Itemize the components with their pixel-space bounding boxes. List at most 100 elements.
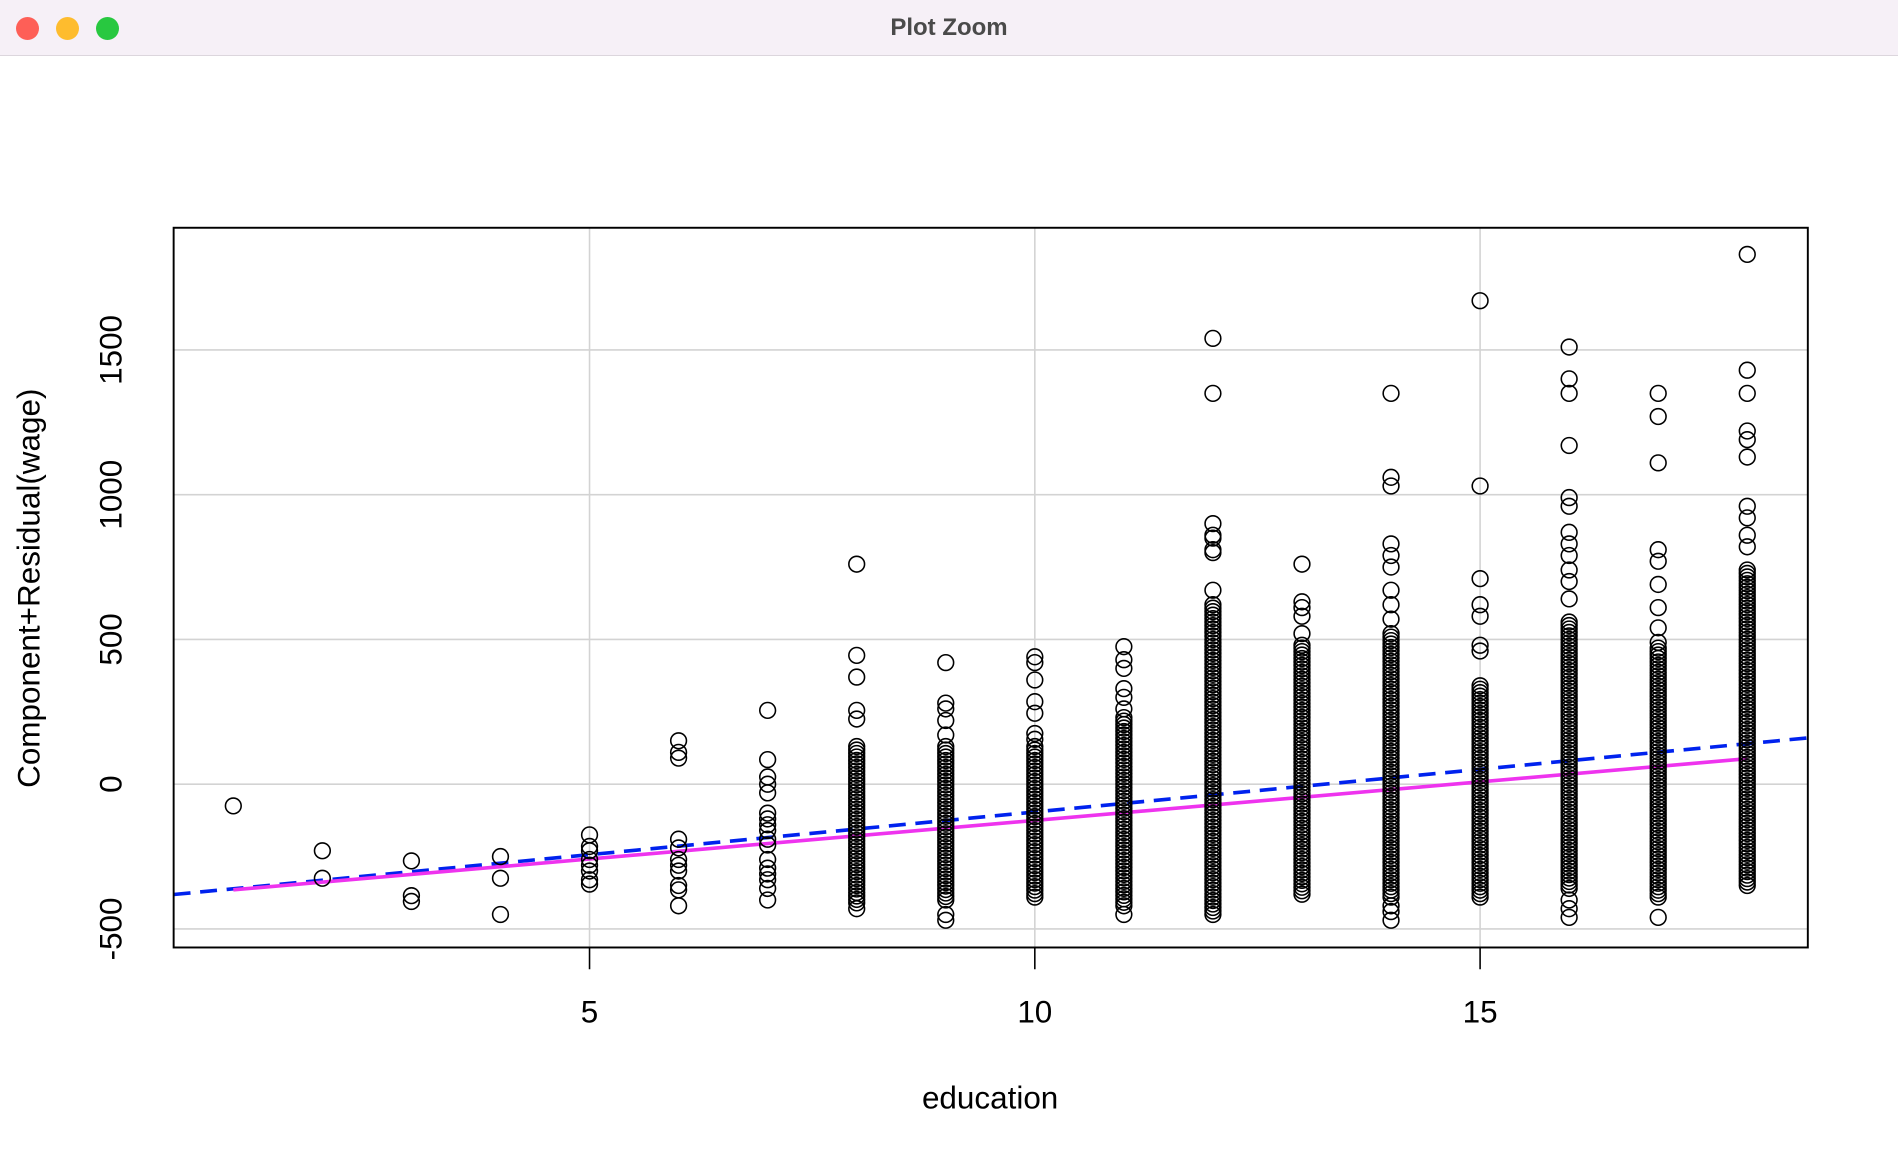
data-point [1560,497,1578,515]
data-point [669,749,688,767]
data-point [1738,509,1756,527]
data-point [1560,900,1578,918]
window-title: Plot Zoom [890,14,1008,41]
data-point [1738,431,1756,449]
data-point [1115,659,1133,678]
title-bar: Plot Zoom [0,0,1898,56]
data-point [669,856,688,874]
data-point [669,830,688,848]
data-point [1026,671,1044,689]
data-point [848,710,866,728]
data-point [848,646,866,665]
data-point [1560,338,1578,356]
x-tick-label: 15 [1463,994,1498,1029]
y-tick-label: 500 [94,613,129,665]
data-point [937,700,955,718]
data-point [580,862,599,880]
y-tick-label: 0 [94,775,129,792]
data-point [848,737,866,756]
data-point [1649,598,1667,617]
data-point [1382,610,1400,628]
data-point [1204,329,1222,348]
data-point [402,892,421,911]
data-point [491,869,510,887]
data-point [1026,724,1044,743]
data-point [669,839,688,857]
data-point [1382,625,1400,643]
zoom-button[interactable] [96,17,119,40]
close-button[interactable] [16,17,39,40]
data-point [758,830,777,848]
data-point [937,911,955,929]
data-point [580,850,599,869]
data-point [580,871,599,889]
x-axis-label: education [922,1080,1058,1115]
data-point [1649,407,1667,426]
data-point [1471,569,1489,588]
data-point [1382,558,1400,576]
data-point [1293,598,1311,617]
data-point [1649,575,1667,594]
data-point [313,842,332,860]
data-point [937,905,955,924]
data-point [1115,688,1133,706]
data-point [758,816,777,834]
data-point [758,859,777,877]
data-point [580,837,599,856]
data-point [758,810,777,828]
data-point [1649,619,1667,637]
plot-frame [172,226,1809,949]
data-point [1738,538,1756,556]
data-point [758,750,777,769]
data-point [1293,607,1311,625]
data-point [1471,596,1489,614]
data-point [1560,436,1578,455]
data-point [758,850,777,869]
data-point [1204,529,1222,547]
data-point [491,847,510,866]
data-point [1382,546,1400,565]
data-point [1560,561,1578,579]
data-point [1738,384,1756,403]
data-point [1560,384,1578,403]
data-point [1560,572,1578,591]
data-point [1204,514,1222,533]
data-point [1649,639,1667,657]
data-point [1560,590,1578,608]
smooth-line [233,756,1748,892]
data-point [1471,642,1489,660]
data-point [1382,911,1400,929]
data-point [1204,543,1222,562]
data-point [758,879,777,898]
data-point [1382,468,1400,486]
data-point [669,881,688,899]
data-point [1293,625,1311,643]
data-point [1738,422,1756,440]
data-point [402,887,421,905]
data-point [1560,488,1578,507]
data-point [1115,638,1133,656]
data-point [1471,636,1489,654]
data-point [758,784,777,802]
data-point [1382,902,1400,921]
data-point [580,856,599,874]
data-point [937,694,955,712]
data-point [669,897,688,915]
data-point [1649,384,1667,403]
data-point [1293,555,1311,573]
data-point [1382,477,1400,495]
data-point [1026,648,1044,666]
data-point [1471,477,1489,495]
data-point [1738,245,1756,264]
data-point [758,836,777,854]
data-point [758,701,777,720]
data-point [1560,523,1578,541]
data-point [1382,581,1400,599]
data-point [848,701,866,720]
data-point [758,821,777,840]
data-point [1293,593,1311,611]
minimize-button[interactable] [56,17,79,40]
data-point [580,842,599,860]
data-point [937,737,955,756]
data-point [758,804,777,822]
